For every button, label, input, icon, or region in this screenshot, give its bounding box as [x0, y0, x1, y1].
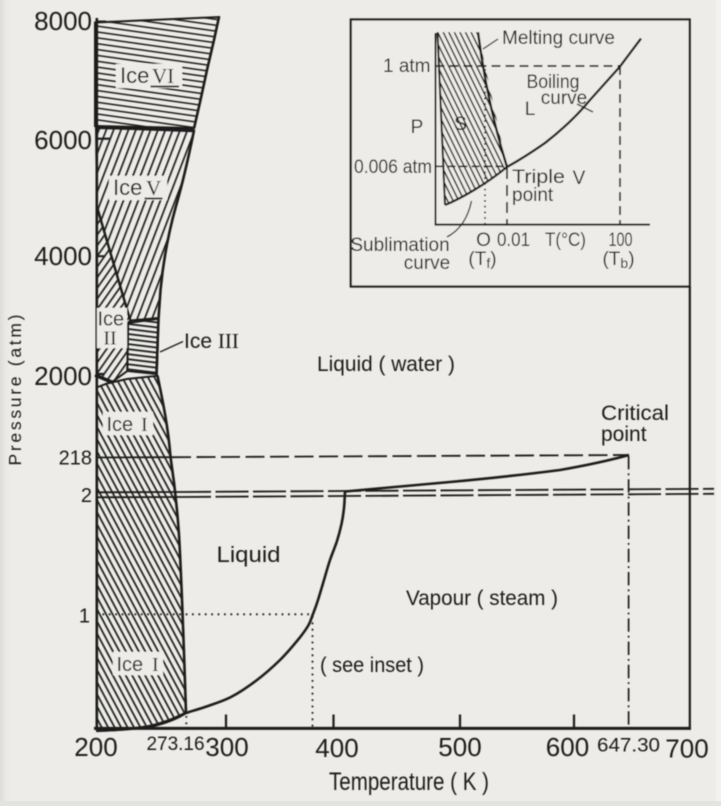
svg-text:Sublimation: Sublimation — [350, 235, 449, 256]
svg-text:I: I — [141, 414, 148, 436]
svg-text:8000: 8000 — [34, 6, 92, 36]
svg-text:400: 400 — [315, 733, 358, 763]
svg-text:V: V — [146, 176, 161, 200]
svg-text:300: 300 — [205, 732, 248, 762]
svg-text:647.30: 647.30 — [597, 736, 660, 757]
svg-text:Temperature ( K ): Temperature ( K ) — [329, 768, 489, 796]
svg-text:I: I — [152, 654, 159, 676]
svg-text:Vapour ( steam ): Vapour ( steam ) — [406, 586, 558, 610]
svg-text:(Tf): (Tf) — [468, 249, 496, 271]
svg-text:500: 500 — [438, 732, 481, 762]
svg-text:Ice: Ice — [120, 63, 149, 88]
svg-text:Critical: Critical — [601, 402, 669, 425]
svg-text:T(°C): T(°C) — [545, 230, 586, 251]
svg-text:curve: curve — [404, 253, 450, 274]
svg-text:point: point — [512, 185, 554, 206]
svg-text:Ice: Ice — [107, 414, 134, 436]
svg-text:curve: curve — [541, 88, 587, 109]
svg-text:273.16: 273.16 — [146, 734, 204, 755]
svg-text:Triple: Triple — [512, 167, 565, 188]
svg-text:100: 100 — [609, 230, 633, 251]
svg-text:218: 218 — [59, 448, 92, 470]
svg-text:1: 1 — [79, 606, 90, 628]
svg-text:L: L — [525, 99, 536, 120]
svg-text:Ice: Ice — [117, 654, 144, 676]
svg-text:200: 200 — [74, 732, 117, 762]
svg-text:S: S — [454, 114, 467, 135]
svg-text:0.006 atm: 0.006 atm — [354, 157, 432, 178]
svg-text:Pressure (atm): Pressure (atm) — [5, 315, 25, 466]
svg-text:Ice: Ice — [97, 309, 124, 331]
svg-text:1 atm: 1 atm — [383, 56, 431, 77]
svg-text:0.01: 0.01 — [497, 230, 530, 251]
svg-text:VI: VI — [152, 64, 174, 88]
svg-text:P: P — [411, 117, 424, 138]
svg-text:V: V — [573, 168, 586, 189]
svg-text:Ice III: Ice III — [184, 329, 239, 353]
svg-text:700: 700 — [665, 734, 708, 764]
svg-text:2: 2 — [81, 485, 92, 507]
svg-text:point: point — [601, 423, 647, 446]
svg-text:O: O — [476, 230, 491, 251]
svg-text:( see inset ): ( see inset ) — [320, 654, 424, 677]
svg-text:4000: 4000 — [34, 241, 92, 271]
svg-text:Liquid: Liquid — [217, 542, 281, 567]
svg-text:6000: 6000 — [34, 125, 92, 155]
svg-text:Ice: Ice — [113, 175, 142, 200]
svg-text:Boiling: Boiling — [527, 72, 580, 93]
svg-text:Melting curve: Melting curve — [502, 28, 615, 49]
svg-text:2000: 2000 — [34, 361, 92, 391]
svg-text:600: 600 — [546, 732, 589, 762]
svg-text:(Tb): (Tb) — [602, 249, 634, 271]
svg-text:II: II — [103, 328, 116, 350]
svg-text:Liquid ( water ): Liquid ( water ) — [317, 352, 455, 376]
